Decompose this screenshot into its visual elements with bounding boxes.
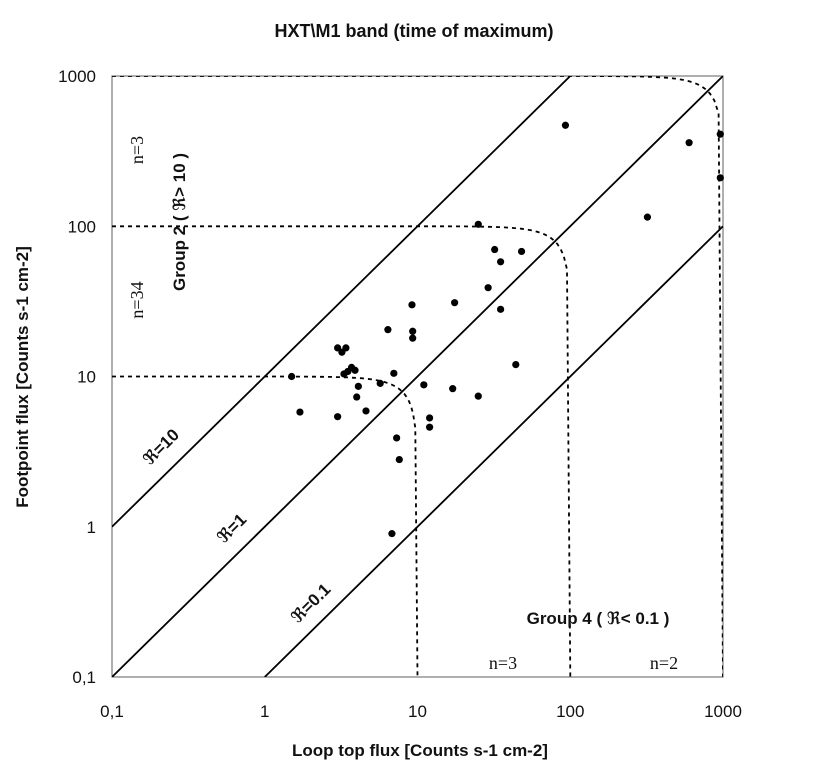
count-label-bottom-2: n=2 <box>650 653 678 673</box>
y-tick-label: 1000 <box>58 67 96 86</box>
data-point <box>474 220 482 228</box>
data-point <box>561 121 570 129</box>
plot-lines <box>112 76 723 677</box>
y-axis-label: Footpoint flux [Counts s-1 cm-2] <box>13 246 32 508</box>
y-tick-label: 100 <box>68 217 96 236</box>
data-point <box>353 393 361 401</box>
data-point <box>390 369 398 377</box>
group2-label: Group 2 ( ℜ> 10 ) <box>170 153 189 291</box>
count-label-mid: n=34 <box>127 281 147 318</box>
data-point <box>451 299 459 307</box>
data-point <box>395 455 403 464</box>
x-tick-label: 10 <box>408 702 427 721</box>
count-label-top: n=3 <box>127 136 147 164</box>
x-tick-label: 1 <box>260 702 269 721</box>
y-tick-label: 1 <box>87 518 96 537</box>
x-tick-label: 100 <box>556 702 584 721</box>
group4-label: Group 4 ( ℜ< 0.1 ) <box>527 609 670 628</box>
data-point <box>643 213 652 221</box>
y-tick-label: 10 <box>77 368 96 387</box>
x-tick-label: 1000 <box>704 702 742 721</box>
data-point <box>685 139 693 147</box>
data-point <box>409 327 417 335</box>
ratio-line <box>264 225 723 677</box>
data-point <box>512 361 520 369</box>
ratio-line-label: ℜ=0.1 <box>287 580 334 627</box>
data-point <box>376 379 384 387</box>
data-point <box>425 414 434 422</box>
data-point <box>425 423 434 431</box>
data-point <box>497 305 505 313</box>
chart-title: HXT\M1 band (time of maximum) <box>274 21 553 41</box>
threshold-curve <box>112 375 419 677</box>
ratio-line <box>112 76 571 528</box>
plot-area: 0,1 1 10 100 10000,11101001000ℜ=10ℜ=1ℜ=0.1Gr… <box>58 67 742 721</box>
data-point <box>491 245 499 254</box>
data-point <box>340 370 348 378</box>
data-point <box>388 530 396 538</box>
ratio-line <box>112 76 723 677</box>
data-point <box>338 348 346 356</box>
data-point <box>420 381 428 389</box>
x-tick-label: 0,1 <box>100 702 124 721</box>
ratio-line-label: ℜ=1 <box>213 510 250 547</box>
data-point <box>354 382 362 390</box>
data-point <box>474 392 482 400</box>
data-point <box>393 434 401 442</box>
data-point <box>362 407 370 415</box>
data-point <box>384 326 392 334</box>
data-point <box>409 334 417 342</box>
data-point <box>334 413 342 421</box>
data-point <box>716 130 724 138</box>
x-axis-label: Loop top flux [Counts s-1 cm-2] <box>292 741 548 760</box>
y-tick-label: 0,1 <box>72 668 96 687</box>
data-point <box>408 301 416 309</box>
data-point <box>296 408 304 416</box>
data-point <box>484 284 492 292</box>
count-label-bottom-1: n=3 <box>489 653 517 673</box>
data-point <box>351 366 359 374</box>
data-point <box>288 372 296 381</box>
data-point <box>716 174 724 182</box>
data-point <box>517 247 526 256</box>
data-point <box>497 258 505 266</box>
data-point <box>449 385 457 393</box>
